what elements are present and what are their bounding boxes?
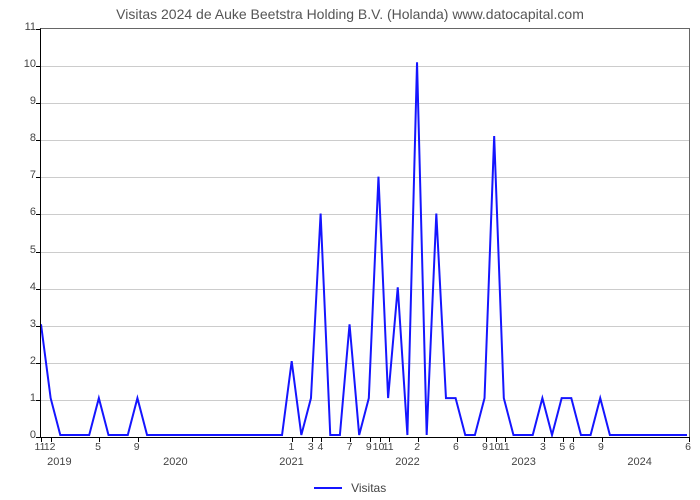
x-year-label: 2024 <box>627 456 651 468</box>
x-tick-label: 2 <box>414 441 420 453</box>
x-tick-label: 4 <box>318 441 324 453</box>
x-tick-label: 6 <box>685 441 691 453</box>
x-tick-label: 3 <box>308 441 314 453</box>
legend-swatch <box>314 487 342 489</box>
legend-label: Visitas <box>351 481 386 495</box>
series-line <box>41 29 689 437</box>
plot-area <box>40 28 690 438</box>
x-tick-label: 5 <box>95 441 101 453</box>
x-tick-label: 9 <box>134 441 140 453</box>
x-tick-label: 9 <box>366 441 372 453</box>
chart-container: Visitas 2024 de Auke Beetstra Holding B.… <box>0 0 700 500</box>
y-tick-label: 8 <box>6 132 36 144</box>
x-year-label: 2021 <box>279 456 303 468</box>
legend: Visitas <box>0 480 700 495</box>
x-tick-label: 3 <box>540 441 546 453</box>
x-tick-label: 6 <box>569 441 575 453</box>
y-tick-label: 5 <box>6 244 36 256</box>
x-tick-label: 12 <box>44 441 56 453</box>
y-tick-label: 1 <box>6 392 36 404</box>
x-tick-label: 9 <box>482 441 488 453</box>
x-tick-label: 7 <box>347 441 353 453</box>
x-tick-label: 6 <box>453 441 459 453</box>
y-tick-label: 2 <box>6 355 36 367</box>
y-tick-label: 9 <box>6 95 36 107</box>
x-tick-label: 9 <box>598 441 604 453</box>
x-year-label: 2020 <box>163 456 187 468</box>
y-tick-label: 6 <box>6 206 36 218</box>
x-year-label: 2022 <box>395 456 419 468</box>
chart-title: Visitas 2024 de Auke Beetstra Holding B.… <box>0 6 700 22</box>
x-year-label: 2023 <box>511 456 535 468</box>
y-tick-label: 0 <box>6 429 36 441</box>
x-year-label: 2019 <box>47 456 71 468</box>
y-tick-label: 4 <box>6 281 36 293</box>
y-tick-label: 3 <box>6 318 36 330</box>
y-tick-label: 11 <box>6 21 36 33</box>
x-tick-label: 1 <box>289 441 295 453</box>
y-tick-label: 10 <box>6 58 36 70</box>
x-tick-label: 11 <box>499 441 510 453</box>
x-tick-label: 5 <box>559 441 565 453</box>
y-tick-label: 7 <box>6 169 36 181</box>
x-tick-label: 11 <box>383 441 394 453</box>
